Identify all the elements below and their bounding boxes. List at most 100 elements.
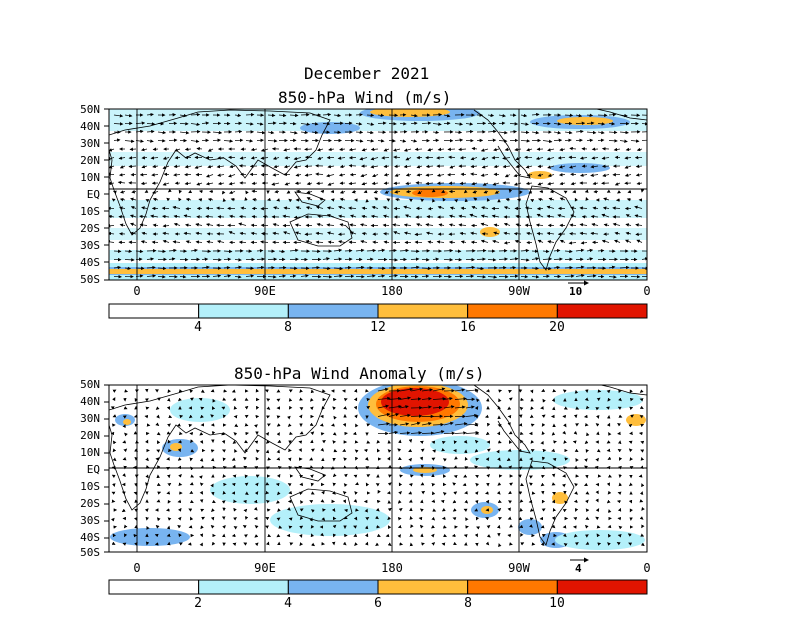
wind-vector (194, 165, 203, 169)
wind-vector (557, 156, 566, 160)
wind-vector (441, 189, 446, 193)
wind-vector (272, 223, 280, 227)
lat-label: 50N (80, 378, 100, 391)
wind-vector (229, 164, 236, 169)
wind-vector (515, 214, 522, 219)
wind-vector (366, 130, 374, 135)
wind-vector (128, 164, 137, 169)
wind-vector (319, 197, 324, 201)
wind-vector (427, 240, 434, 244)
wind-vector (619, 113, 628, 118)
wind-vector (267, 275, 277, 279)
lon-label: 90W (508, 284, 530, 298)
wind-vector (579, 223, 588, 227)
wind-vector (640, 449, 645, 453)
wind-vector (234, 265, 242, 270)
wind-vector (267, 130, 275, 135)
wind-vector (569, 146, 577, 151)
wind-vector (300, 122, 311, 126)
wind-vector (520, 258, 530, 262)
wind-vector (619, 139, 628, 143)
wind-vector (150, 156, 159, 160)
wind-vector (553, 265, 561, 270)
wind-vector (216, 164, 225, 169)
wind-vector (393, 148, 401, 152)
wind-vector (471, 205, 478, 210)
wind-vector (150, 214, 159, 218)
wind-vector (546, 205, 555, 209)
wind-vector (410, 387, 424, 392)
wind-vector (520, 113, 528, 118)
wind-vector (526, 173, 533, 177)
wind-vector (338, 173, 346, 177)
wind-vector (293, 215, 302, 220)
wind-vector (377, 139, 385, 143)
wind-vector (370, 157, 379, 161)
wind-vector (575, 265, 585, 269)
wind-vector (166, 533, 171, 537)
wind-vector (388, 248, 397, 253)
wind-vector (157, 130, 167, 135)
wind-vector (218, 181, 225, 186)
wind-vector (252, 198, 258, 202)
wind-vector (283, 231, 291, 235)
wind-vector (465, 122, 474, 126)
wind-vector (118, 173, 126, 177)
wind-vector (111, 198, 116, 202)
wind-vector (399, 387, 414, 392)
wind-vector (234, 258, 242, 262)
wind-vector (542, 139, 553, 144)
wind-vector (223, 274, 232, 278)
wind-vector (547, 165, 555, 169)
wind-vector (361, 231, 368, 236)
wind-vector (350, 214, 357, 218)
wind-vector (327, 231, 335, 235)
wind-vector (614, 239, 621, 244)
colorbar-tick-label: 2 (194, 596, 202, 611)
wind-vector (498, 113, 506, 118)
wind-vector (244, 197, 248, 201)
wind-vector (284, 155, 291, 160)
wind-vector (184, 181, 192, 186)
wind-vector (509, 122, 519, 126)
wind-vector (256, 265, 265, 270)
wind-vector (178, 197, 182, 202)
wind-vector (206, 240, 214, 244)
wind-vector (377, 248, 386, 253)
wind-vector (216, 206, 225, 210)
colorbar-segment (556, 303, 648, 319)
wind-vector (140, 240, 148, 244)
wind-vector (339, 147, 346, 152)
lat-label: 40N (80, 120, 100, 133)
wind-vector (410, 257, 420, 261)
wind-vector (542, 257, 553, 261)
wind-vector (366, 274, 376, 278)
wind-vector (493, 147, 500, 152)
main-title: December 2021 (304, 64, 430, 83)
wind-vector (417, 190, 423, 194)
wind-vector (317, 148, 324, 152)
wind-vector (403, 164, 412, 169)
wind-vector (483, 190, 489, 194)
wind-vector (498, 139, 508, 143)
wind-vector (383, 173, 390, 177)
wind-vector (494, 190, 500, 194)
wind-vector (185, 197, 192, 202)
wind-vector (377, 387, 389, 392)
wind-vector (481, 165, 489, 169)
wind-vector (536, 213, 544, 218)
wind-vector (157, 266, 167, 271)
colorbar-segment (467, 579, 558, 595)
wind-vector (299, 389, 303, 393)
wind-vector (262, 215, 269, 219)
wind-vector (498, 257, 509, 261)
colorbar-segment (108, 303, 200, 319)
wind-vector (492, 182, 500, 186)
wind-vector (579, 231, 588, 236)
wind-vector (503, 206, 511, 210)
wind-vector (542, 266, 552, 271)
wind-vector (509, 257, 519, 261)
wind-vector (575, 248, 585, 253)
wind-vector (205, 174, 214, 178)
